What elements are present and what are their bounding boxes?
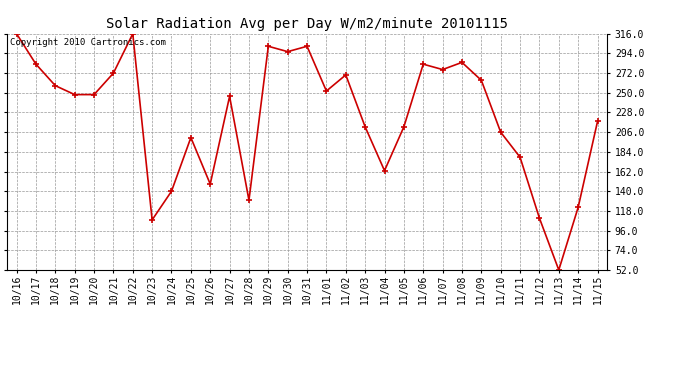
Title: Solar Radiation Avg per Day W/m2/minute 20101115: Solar Radiation Avg per Day W/m2/minute … [106,17,508,31]
Text: Copyright 2010 Cartronics.com: Copyright 2010 Cartronics.com [10,39,166,48]
